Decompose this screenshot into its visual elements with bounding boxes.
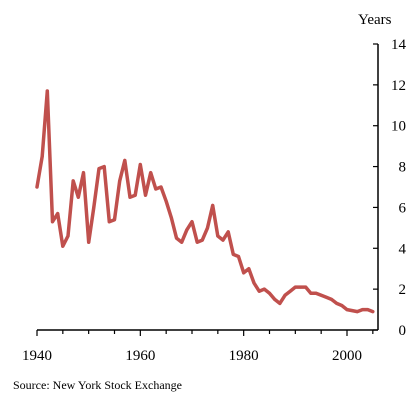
data-point [138, 163, 142, 166]
data-point [190, 220, 194, 224]
data-point [268, 291, 271, 295]
y-axis-label: Years [358, 12, 392, 28]
data-point [252, 281, 256, 285]
data-point [154, 187, 158, 191]
data-point [92, 205, 96, 209]
data-point [242, 271, 246, 275]
data-point [350, 309, 354, 313]
data-point [216, 234, 220, 238]
data-point [185, 228, 189, 232]
data-point [87, 240, 91, 244]
data-point [61, 244, 65, 248]
data-point [66, 234, 70, 238]
y-tick-label: 4 [399, 241, 407, 257]
data-point [45, 89, 49, 93]
data-point [82, 171, 85, 175]
source-note: Source: New York Stock Exchange [13, 378, 182, 392]
data-point [40, 154, 44, 158]
data-point [278, 301, 282, 305]
data-point [324, 295, 328, 299]
data-point [293, 285, 297, 289]
data-point [102, 165, 106, 169]
data-point [144, 193, 147, 197]
data-point [366, 308, 370, 312]
data-point [56, 212, 60, 216]
data-point [247, 267, 251, 271]
x-tick-label: 2000 [332, 348, 362, 364]
data-point [159, 185, 163, 189]
y-ticks: 0 2 4 6 8 10 12 14 [373, 37, 407, 339]
data-point [226, 230, 230, 234]
series-line [35, 89, 375, 314]
data-point [149, 171, 153, 175]
data-point [200, 238, 204, 242]
data-point [257, 289, 261, 293]
data-point [283, 293, 287, 297]
data-point [309, 291, 313, 295]
y-tick-label: 14 [391, 37, 407, 53]
data-point [330, 297, 333, 301]
y-tick-label: 12 [391, 78, 406, 94]
data-point [76, 195, 80, 199]
data-point [97, 167, 101, 171]
data-point [355, 310, 359, 314]
data-point [118, 179, 122, 183]
y-tick-label: 6 [399, 200, 407, 216]
data-point [221, 238, 225, 242]
y-tick-label: 2 [399, 282, 407, 298]
data-point [195, 240, 199, 244]
data-point [273, 297, 277, 301]
x-tick-label: 1960 [125, 348, 155, 364]
data-point [335, 301, 339, 305]
data-point [288, 289, 292, 293]
y-tick-label: 8 [399, 160, 407, 176]
data-point [175, 236, 178, 240]
data-point [231, 252, 235, 256]
data-point [164, 199, 168, 203]
y-tick-label: 10 [391, 119, 406, 135]
data-point [113, 218, 116, 222]
data-point [107, 220, 111, 224]
data-point [71, 179, 75, 183]
data-point [340, 304, 344, 307]
data-point [128, 195, 132, 199]
x-tick-label: 1940 [22, 348, 52, 364]
x-tick-label: 1980 [229, 348, 259, 364]
y-tick-label: 0 [399, 323, 407, 339]
plot-area [35, 89, 375, 314]
data-point [180, 240, 184, 244]
data-point [35, 185, 39, 189]
data-point [371, 310, 375, 314]
data-point [361, 308, 364, 312]
data-point [237, 255, 240, 258]
x-ticks: 1940 1960 1980 2000 [22, 330, 374, 364]
data-point [314, 291, 318, 295]
data-point [51, 220, 54, 224]
data-point [211, 203, 215, 207]
data-point [304, 285, 308, 289]
data-point [319, 293, 323, 297]
data-point [299, 285, 302, 289]
data-point [169, 216, 173, 220]
data-point [133, 193, 137, 197]
data-point [262, 287, 266, 291]
data-point [123, 158, 127, 162]
data-point [206, 226, 209, 230]
data-point [345, 308, 349, 312]
